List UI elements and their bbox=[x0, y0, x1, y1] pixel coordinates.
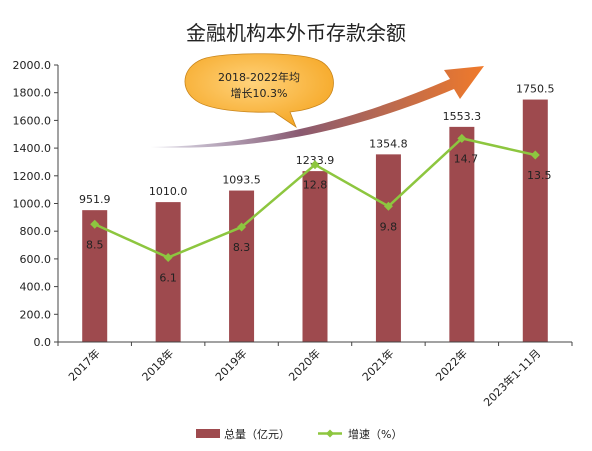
x-tick-label: 2020年 bbox=[286, 346, 323, 383]
bar-value-label: 1010.0 bbox=[149, 185, 188, 198]
bar-value-label: 1553.3 bbox=[443, 110, 482, 123]
callout-line-2: 增长10.3% bbox=[231, 86, 288, 100]
rate-point bbox=[90, 219, 100, 229]
rate-value-label: 8.3 bbox=[233, 241, 251, 254]
bar-labels: 951.91010.01093.51233.91354.81553.31750.… bbox=[79, 83, 555, 207]
rate-value-label: 12.8 bbox=[303, 179, 328, 192]
y-tick-label: 400.0 bbox=[20, 281, 52, 294]
rate-point bbox=[457, 133, 467, 143]
callout-bubble bbox=[184, 53, 334, 129]
rate-value-label: 14.7 bbox=[454, 152, 479, 165]
growth-arrow bbox=[150, 66, 484, 148]
rate-value-label: 9.8 bbox=[380, 220, 398, 233]
bar bbox=[155, 202, 181, 342]
x-tick-label: 2018年 bbox=[139, 346, 176, 383]
rate-point bbox=[163, 253, 173, 263]
rate-point bbox=[237, 222, 247, 232]
y-tick-label: 1400.0 bbox=[13, 142, 52, 155]
bar-value-label: 1750.5 bbox=[516, 83, 555, 96]
bar bbox=[302, 171, 328, 342]
x-axis: 2017年 2018年 2019年 2020年 2021年 2022年 2023年1-11月 bbox=[57, 341, 573, 409]
x-tick-label: 2019年 bbox=[212, 346, 249, 383]
y-tick-label: 0.0 bbox=[34, 336, 52, 349]
bar bbox=[82, 210, 108, 342]
bar bbox=[375, 154, 401, 342]
growth-callout: 2018-2022年均 增长10.3% bbox=[150, 53, 484, 148]
callout-line-1: 2018-2022年均 bbox=[218, 70, 300, 84]
x-tick-label: 2017年 bbox=[65, 346, 102, 383]
y-axis: 0.0 200.0 400.0 600.0 800.0 1000.0 1200.0 1400.… bbox=[13, 59, 59, 349]
chart-title: 金融机构本外币存款余额 bbox=[186, 21, 406, 45]
rate-point bbox=[530, 150, 540, 160]
x-tick-label: 2023年1-11月 bbox=[480, 346, 543, 409]
bar bbox=[229, 190, 255, 342]
y-tick-label: 800.0 bbox=[20, 225, 52, 238]
y-tick-label: 2000.0 bbox=[13, 59, 52, 72]
bar-value-label: 1354.8 bbox=[369, 137, 408, 150]
rate-series: 8.5 6.1 8.3 12.8 9.8 14.7 13.5 bbox=[86, 133, 552, 285]
x-tick-label: 2021年 bbox=[359, 346, 396, 383]
rate-point bbox=[383, 201, 393, 211]
rate-point bbox=[310, 160, 320, 170]
y-tick-label: 1600.0 bbox=[13, 114, 52, 127]
y-tick-label: 600.0 bbox=[20, 253, 52, 266]
rate-value-label: 6.1 bbox=[159, 272, 177, 285]
bar-value-label: 951.9 bbox=[79, 193, 111, 206]
rate-value-label: 13.5 bbox=[527, 169, 552, 182]
rate-value-label: 8.5 bbox=[86, 238, 104, 251]
legend-label-rate: 增速（%） bbox=[348, 427, 402, 441]
x-tick-label: 2022年 bbox=[433, 346, 470, 383]
legend: 总量（亿元） 增速（%） bbox=[196, 427, 402, 441]
legend-swatch-total bbox=[196, 429, 220, 438]
bar-series bbox=[82, 99, 548, 342]
y-tick-label: 1200.0 bbox=[13, 170, 52, 183]
bar bbox=[449, 126, 475, 342]
y-tick-label: 1000.0 bbox=[13, 198, 52, 211]
y-tick-label: 1800.0 bbox=[13, 87, 52, 100]
legend-label-total: 总量（亿元） bbox=[224, 427, 290, 441]
legend-swatch-rate-marker bbox=[326, 429, 334, 438]
bar-value-label: 1093.5 bbox=[222, 174, 261, 187]
y-tick-label: 200.0 bbox=[20, 308, 52, 321]
bar bbox=[522, 99, 548, 342]
